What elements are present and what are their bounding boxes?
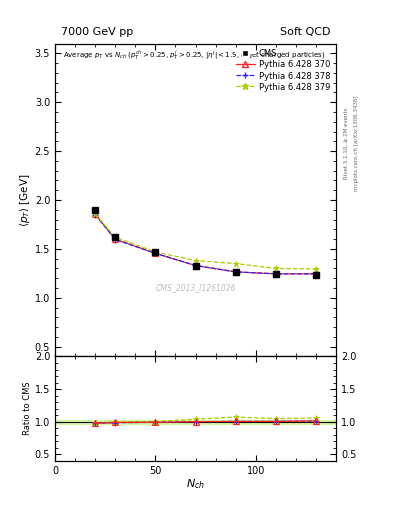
Y-axis label: $\langle p_T \rangle$ [GeV]: $\langle p_T \rangle$ [GeV] [18,173,32,227]
Text: CMS_2013_I1261026: CMS_2013_I1261026 [155,283,236,292]
Text: Rivet 3.1.10, ≥ 2M events: Rivet 3.1.10, ≥ 2M events [344,108,349,179]
Text: Soft QCD: Soft QCD [280,27,331,37]
Legend: CMS, Pythia 6.428 370, Pythia 6.428 378, Pythia 6.428 379: CMS, Pythia 6.428 370, Pythia 6.428 378,… [235,48,332,93]
Text: 7000 GeV pp: 7000 GeV pp [61,27,133,37]
Y-axis label: Ratio to CMS: Ratio to CMS [23,382,32,435]
Text: mcplots.cern.ch [arXiv:1306.3436]: mcplots.cern.ch [arXiv:1306.3436] [354,96,359,191]
Bar [55,420,336,423]
Text: Average $p_T$ vs $N_{ch}$ ($p_T^{ch}{>}0.25$, $p_T^j{>}0.25$, $|\eta^j|{<}1.9$, : Average $p_T$ vs $N_{ch}$ ($p_T^{ch}{>}0… [63,48,326,62]
X-axis label: $N_{ch}$: $N_{ch}$ [186,477,205,491]
